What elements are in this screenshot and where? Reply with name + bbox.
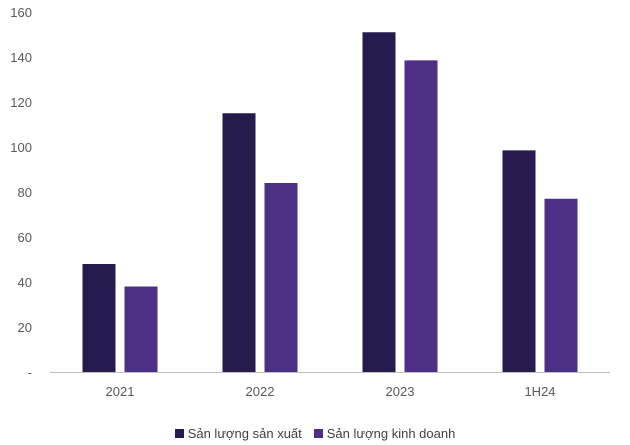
legend-item-production: Sản lượng sản xuất [174,426,302,441]
bar-production-2021 [82,264,116,372]
bar-sales-2021 [124,286,158,372]
y-tick-label: 160 [10,5,32,20]
x-tick-label: 2022 [246,384,275,399]
x-tick-label: 2021 [106,384,135,399]
bar-production-1H24 [502,150,536,372]
x-tick-label: 2023 [386,384,415,399]
y-tick-label: 80 [18,185,32,200]
bars [82,32,578,372]
x-axis-ticks: 2021 2022 2023 1H24 [106,384,556,399]
y-tick-label: 60 [18,230,32,245]
y-tick-label: 140 [10,50,32,65]
x-tick-label: 1H24 [524,384,555,399]
bar-sales-2023 [404,60,438,372]
legend-swatch-production [174,429,184,438]
y-axis-ticks: - 20 40 60 80 100 120 140 160 [10,5,32,380]
y-tick-label: 20 [18,320,32,335]
legend: Sản lượng sản xuất Sản lượng kinh doanh [0,426,630,441]
y-tick-label: - [28,365,32,380]
y-tick-label: 40 [18,275,32,290]
bar-production-2022 [222,113,256,372]
bar-sales-2022 [264,183,298,372]
legend-swatch-sales [313,429,323,438]
bar-sales-1H24 [544,198,578,372]
y-tick-label: 120 [10,95,32,110]
legend-label-sales: Sản lượng kinh doanh [326,426,456,441]
legend-item-sales: Sản lượng kinh doanh [313,426,456,441]
legend-label-production: Sản lượng sản xuất [187,426,302,441]
y-tick-label: 100 [10,140,32,155]
bar-production-2023 [362,32,396,372]
